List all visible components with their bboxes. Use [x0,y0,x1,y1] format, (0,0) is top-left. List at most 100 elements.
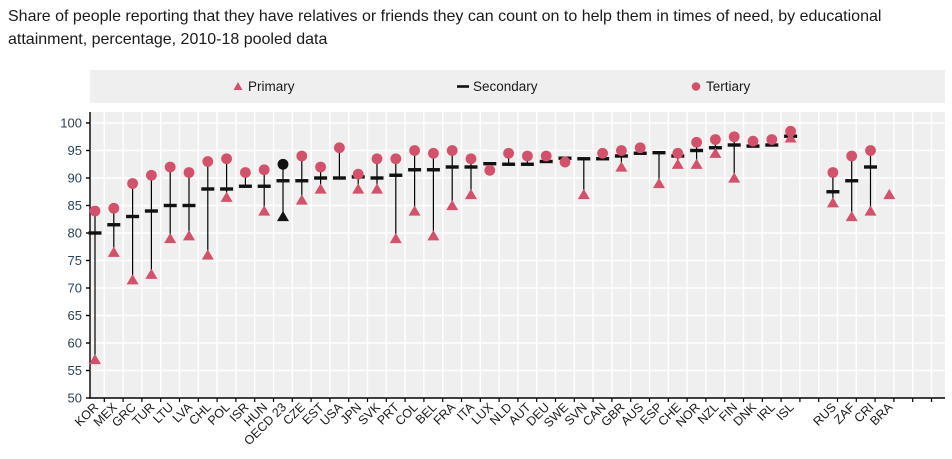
primary-triangle-ITA [465,188,477,200]
y-tick-label: 75 [68,253,82,268]
primary-triangle-TUR [145,268,158,279]
secondary-dash-CZE [295,179,309,183]
secondary-dash-PRT [389,173,403,177]
tertiary-circle-CHL [202,156,214,167]
primary-triangle-ISL [784,132,797,143]
secondary-dash-KOR [88,231,102,235]
primary-triangle-CHE [671,158,684,169]
secondary-dash-ISR [238,184,252,188]
tertiary-circle-ITA [465,153,477,165]
tertiary-circle-CAN [597,147,608,159]
tertiary-circle-ISR [240,167,251,178]
legend-label: Secondary [473,79,538,94]
x-tick-label-ISL: ISL [774,400,797,423]
secondary-dash-CHL [201,187,215,191]
primary-triangle-CRI [864,205,877,216]
secondary-dash-DEU [539,159,553,164]
secondary-dash-AUS [633,151,647,155]
secondary-dash-FIN [727,143,741,147]
tertiary-circle-MEX [108,202,120,214]
secondary-dash-ESP [652,151,666,155]
primary-triangle-CZE [295,194,308,205]
primary-triangle-FIN [728,172,741,183]
secondary-dash-NLD [502,162,516,166]
primary-triangle-ESP [653,177,665,189]
y-tick-label: 70 [68,281,82,296]
tertiary-circle-TUR [146,169,157,181]
tertiary-circle-GBR [616,145,627,156]
secondary-dash-LUX [483,162,497,166]
secondary-dash-GRC [126,214,140,219]
chart-title: Share of people reporting that they have… [8,8,882,49]
primary-triangle-LTU [164,232,177,244]
secondary-dash-ZAF [845,179,859,183]
tertiary-circle-OECD 23 [277,158,289,170]
secondary-dash-TUR [144,209,158,213]
tertiary-circle-SVK [371,153,383,165]
dash-icon [457,85,469,88]
legend-strip [90,70,945,103]
secondary-dash-AUT [520,162,534,166]
primary-triangle-BEL [427,230,440,241]
tertiary-circle-AUS [634,142,646,154]
secondary-dash-RUS [826,190,840,194]
tertiary-circle-KOR [89,205,101,217]
primary-triangle-GBR [615,161,628,172]
tertiary-circle-CRI [865,145,876,156]
primary-triangle-JPN [352,183,365,194]
y-tick-label: 95 [68,143,82,158]
tertiary-circle-JPN [352,168,364,180]
secondary-dash-POL [220,187,234,191]
secondary-dash-MEX [107,223,121,227]
secondary-dash-HUN [257,184,271,188]
secondary-dash-SVN [577,157,591,161]
y-tick-label: 50 [68,391,82,406]
tertiary-circle-NOR [691,136,702,148]
tertiary-circle-IRL [766,134,778,145]
tertiary-circle-NZL [710,134,721,145]
secondary-dash-CAN [596,157,610,161]
secondary-dash-GBR [614,154,628,158]
legend-label: Primary [248,79,295,94]
primary-triangle-CHL [201,249,214,260]
tertiary-circle-USA [334,142,345,154]
tertiary-circle-CHE [672,147,684,159]
primary-triangle-BRA [883,188,896,200]
secondary-dash-FRA [445,165,459,169]
y-tick-label: 65 [68,308,82,323]
tertiary-circle-POL [221,153,233,165]
tertiary-circle-LTU [164,161,176,173]
tertiary-circle-FRA [446,145,458,156]
x-tick-label-BRA: BRA [867,400,896,429]
circle-icon [691,82,701,91]
y-tick-label: 60 [68,336,82,351]
tertiary-circle-LVA [183,167,195,178]
primary-triangle-RUS [826,197,839,208]
secondary-dash-NOR [690,148,704,153]
secondary-dash-SVK [370,176,384,180]
secondary-dash-CRI [864,165,877,169]
legend-item-primary: Primary [233,79,295,94]
secondary-dash-ITA [464,165,478,169]
legend-label: Tertiary [706,79,751,94]
tertiary-circle-DNK [747,135,759,147]
tertiary-circle-EST [315,161,326,173]
tertiary-circle-NLD [503,147,514,159]
primary-triangle-LVA [183,230,195,241]
legend-item-secondary: Secondary [457,79,538,94]
primary-triangle-SVN [577,188,590,200]
primary-triangle-GRC [126,274,139,285]
primary-triangle-NOR [690,158,703,169]
primary-triangle-POL [220,191,233,202]
y-tick-label: 55 [68,363,82,378]
tertiary-circle-HUN [258,164,270,176]
secondary-dash-BEL [426,168,440,172]
tertiary-circle-ZAF [846,150,858,162]
primary-triangle-COL [408,205,421,216]
secondary-dash-USA [332,176,346,180]
primary-triangle-FRA [446,199,459,211]
tertiary-circle-COL [409,145,420,156]
primary-triangle-ZAF [845,210,858,222]
primary-triangle-KOR [89,353,101,365]
